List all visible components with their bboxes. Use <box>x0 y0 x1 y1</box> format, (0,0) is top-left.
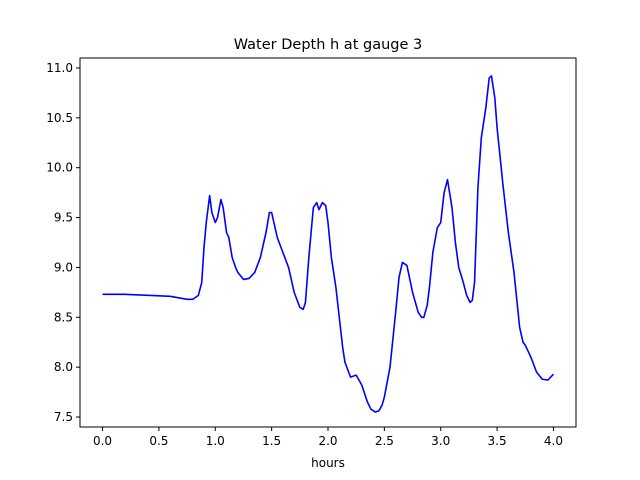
chart-title: Water Depth h at gauge 3 <box>234 37 422 53</box>
y-tick-label: 9.0 <box>54 260 73 274</box>
x-tick-label: 2.0 <box>318 434 337 448</box>
x-tick-label: 0.5 <box>149 434 168 448</box>
y-tick-label: 7.5 <box>54 410 73 424</box>
plot-area: 0.0 0.5 1.0 1.5 2.0 2.5 3.0 3.5 4.0 7.5 8.0 8.5 9.0 9… <box>46 57 577 448</box>
y-tick-label: 8.0 <box>54 360 73 374</box>
x-tick-label: 0.0 <box>93 434 112 448</box>
x-tick-label: 3.0 <box>431 434 450 448</box>
x-tick-label: 1.0 <box>206 434 225 448</box>
series-line-0 <box>102 75 555 413</box>
y-tick-label: 10.5 <box>46 111 73 125</box>
x-tick-label: 1.5 <box>262 434 281 448</box>
x-tick-label: 2.5 <box>375 434 394 448</box>
y-tick-label: 8.5 <box>54 310 73 324</box>
x-tick-label: 3.5 <box>488 434 507 448</box>
y-tick-label: 10.0 <box>46 161 73 175</box>
x-tick-label: 4.0 <box>544 434 563 448</box>
y-tick-label: 9.5 <box>54 211 73 225</box>
y-tick-label: 11.0 <box>46 61 73 75</box>
x-axis-label: hours <box>311 456 345 470</box>
